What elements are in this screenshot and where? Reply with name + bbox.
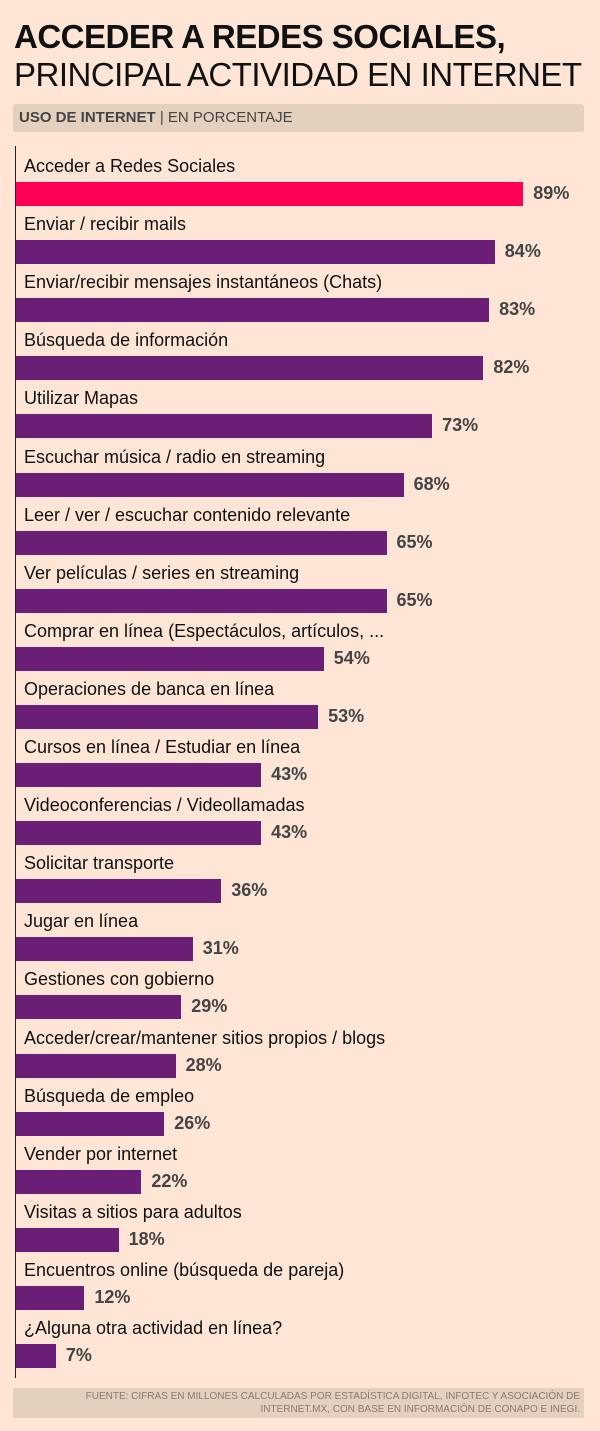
value-label: 82% xyxy=(493,357,530,378)
value-label: 7% xyxy=(65,1345,92,1365)
bar xyxy=(16,821,262,846)
category-label: Cursos en línea / Estudiar en línea xyxy=(24,737,301,757)
category-label: Operaciones de banca en línea xyxy=(24,678,275,699)
bar xyxy=(16,1227,119,1252)
category-label: Vender por internet xyxy=(24,1143,178,1164)
category-label: Acceder a Redes Sociales xyxy=(24,156,236,176)
category-label: Ver películas / series en streaming xyxy=(24,562,300,583)
category-label: Búsqueda de información xyxy=(24,330,229,351)
value-label: 68% xyxy=(413,473,450,494)
source-line-2: INTERNET.MX, CON BASE EN INFORMACIÓN DE … xyxy=(260,1404,580,1415)
bar xyxy=(16,182,524,206)
category-label: Acceder/crear/mantener sitios propios / … xyxy=(24,1027,386,1048)
bar xyxy=(16,588,387,613)
subtitle-rest: | EN PORCENTAJE xyxy=(159,109,293,126)
category-label: Gestiones con gobierno xyxy=(24,969,215,990)
category-label: Utilizar Mapas xyxy=(24,388,139,409)
category-label: Jugar en línea xyxy=(24,911,139,932)
bar xyxy=(16,240,495,265)
bar xyxy=(16,879,222,904)
value-label: 12% xyxy=(94,1286,131,1307)
value-label: 54% xyxy=(333,647,370,668)
source-note: FUENTE: CIFRAS EN MILLONES CALCULADAS PO… xyxy=(13,1388,584,1418)
source-line-1: FUENTE: CIFRAS EN MILLONES CALCULADAS PO… xyxy=(85,1391,580,1402)
bar xyxy=(16,646,324,671)
value-label: 83% xyxy=(499,299,536,320)
bar xyxy=(16,995,182,1020)
value-label: 29% xyxy=(191,996,228,1017)
value-label: 26% xyxy=(174,1112,211,1133)
subtitle-bold: USO DE INTERNET xyxy=(19,109,156,126)
category-label: ¿Alguna otra actividad en línea? xyxy=(24,1318,283,1338)
bar xyxy=(16,763,262,787)
value-label: 28% xyxy=(185,1054,222,1075)
value-label: 53% xyxy=(328,705,365,726)
bar xyxy=(16,937,193,962)
category-label: Encuentros online (búsqueda de pareja) xyxy=(24,1259,345,1280)
bar xyxy=(16,1169,142,1194)
category-label: Solicitar transporte xyxy=(24,853,175,874)
category-label: Comprar en línea (Espectáculos, artículo… xyxy=(24,620,385,641)
value-label: 65% xyxy=(396,589,433,610)
category-label: Escuchar música / radio en streaming xyxy=(24,446,326,467)
chart-title-secondary: PRINCIPAL ACTIVIDAD EN INTERNET xyxy=(14,56,582,93)
bar xyxy=(16,472,404,497)
category-label: Visitas a sitios para adultos xyxy=(24,1201,242,1222)
value-label: 18% xyxy=(128,1228,165,1249)
value-label: 73% xyxy=(442,415,479,436)
bar xyxy=(16,1344,56,1368)
bar xyxy=(16,1111,165,1136)
subtitle-bar: USO DE INTERNET | EN PORCENTAJE xyxy=(13,104,584,132)
category-label: Enviar/recibir mensajes instantáneos (Ch… xyxy=(24,272,383,293)
value-label: 89% xyxy=(533,183,570,203)
bar xyxy=(16,530,387,555)
bar xyxy=(16,356,484,381)
y-axis-line xyxy=(15,146,16,1378)
chart-title: ACCEDER A REDES SOCIALES, xyxy=(14,18,506,55)
category-label: Leer / ver / escuchar contenido relevant… xyxy=(24,504,351,525)
category-label: Videoconferencias / Videollamadas xyxy=(24,795,305,816)
value-label: 22% xyxy=(151,1170,188,1191)
category-label: Búsqueda de empleo xyxy=(24,1085,195,1106)
category-label: Enviar / recibir mails xyxy=(24,214,187,235)
value-label: 43% xyxy=(271,822,308,843)
bar xyxy=(16,414,433,439)
bar xyxy=(16,1053,176,1078)
value-label: 36% xyxy=(231,880,268,901)
bar xyxy=(16,298,490,323)
value-label: 31% xyxy=(202,938,239,959)
value-label: 43% xyxy=(271,764,308,784)
value-label: 65% xyxy=(396,531,433,552)
value-label: 84% xyxy=(504,241,541,262)
bar xyxy=(16,704,319,729)
bar xyxy=(16,1285,85,1310)
